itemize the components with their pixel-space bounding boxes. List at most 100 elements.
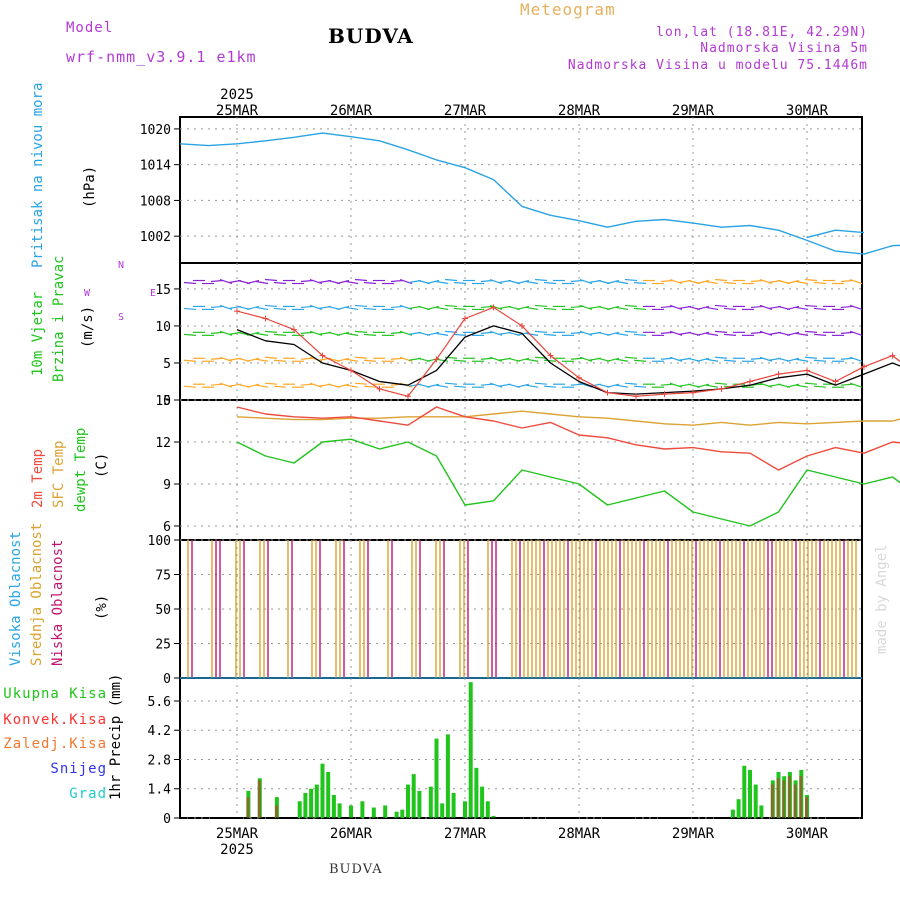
wind-barb bbox=[255, 332, 269, 336]
precip-total-bar bbox=[485, 801, 490, 818]
wind-barb bbox=[633, 281, 647, 285]
precip-total-bar bbox=[411, 774, 416, 818]
precip-total-bar bbox=[326, 772, 331, 818]
date-label-top: 25MAR bbox=[216, 103, 259, 119]
wind-barb bbox=[255, 384, 269, 388]
precip-convective-bar bbox=[793, 784, 797, 818]
precip-total-bar bbox=[309, 788, 314, 818]
wind-barb bbox=[300, 331, 314, 334]
y-tick-label: 2.8 bbox=[148, 753, 171, 768]
wind-barb bbox=[246, 279, 260, 285]
wind-barb bbox=[210, 331, 224, 334]
wind-barb bbox=[525, 280, 539, 285]
wind-barb bbox=[525, 384, 539, 388]
wind-barb bbox=[273, 307, 287, 311]
wind-barb bbox=[264, 304, 278, 308]
wind-barb bbox=[633, 385, 647, 388]
wind-barb bbox=[633, 359, 647, 362]
precip-total-bar bbox=[400, 809, 405, 818]
wind-barb bbox=[480, 331, 494, 334]
wind-barb bbox=[426, 383, 440, 388]
wind-barb bbox=[570, 357, 584, 360]
wind-barb bbox=[840, 357, 854, 360]
wind-barb bbox=[786, 305, 800, 311]
precip-total-bar bbox=[742, 765, 747, 818]
y-tick-label: 25 bbox=[155, 638, 171, 653]
wind-barb bbox=[183, 307, 197, 311]
y-tick-label: 5.6 bbox=[148, 695, 171, 710]
wind-barb bbox=[255, 306, 269, 311]
wind-barb bbox=[849, 382, 863, 388]
precip-total-bar bbox=[417, 790, 422, 818]
wind-barb bbox=[354, 278, 368, 282]
wind-barb bbox=[849, 278, 863, 285]
footer-station: BUDVA bbox=[329, 862, 383, 877]
wind-barb bbox=[246, 305, 260, 311]
y-tick-label: 4.2 bbox=[148, 724, 171, 739]
wind-barb bbox=[336, 383, 350, 388]
precip-total-bar bbox=[303, 792, 308, 818]
wind-barb bbox=[480, 279, 494, 283]
wind-gust-series bbox=[236, 306, 900, 397]
precip-total-bar bbox=[406, 784, 410, 818]
y-tick-label: 0 bbox=[163, 812, 171, 827]
precip-total-bar bbox=[468, 682, 473, 818]
wind-barb bbox=[714, 304, 728, 308]
temp2m-series bbox=[236, 406, 900, 471]
date-label-bottom: 27MAR bbox=[444, 826, 487, 842]
wind-barb bbox=[336, 357, 350, 362]
precip-total-bar bbox=[730, 809, 735, 818]
wind-barb bbox=[264, 382, 278, 385]
wind-barb bbox=[345, 358, 359, 362]
wind-barb bbox=[354, 356, 368, 359]
y-tick-label: 75 bbox=[155, 569, 171, 584]
precip-convective-bar bbox=[799, 776, 803, 818]
wind-barb bbox=[750, 331, 764, 334]
wind-barb bbox=[849, 304, 863, 311]
precip-total-bar bbox=[360, 801, 365, 818]
wind-barb bbox=[750, 357, 764, 360]
wind-barb bbox=[624, 382, 638, 385]
precip-total-bar bbox=[349, 805, 353, 818]
date-label-top: 26MAR bbox=[330, 103, 373, 119]
wind-barb bbox=[606, 357, 620, 362]
precip-convective-bar bbox=[776, 778, 780, 818]
wind-barb bbox=[534, 382, 548, 385]
year-label-bottom: 2025 bbox=[220, 842, 254, 858]
y-tick-label: 0 bbox=[163, 394, 171, 409]
precip-convective-bar bbox=[805, 797, 808, 818]
wind-barb bbox=[480, 305, 494, 309]
wind-barb bbox=[705, 332, 719, 336]
year-label-top: 2025 bbox=[220, 87, 254, 103]
wind-barb bbox=[615, 358, 629, 362]
wind-barb bbox=[516, 279, 530, 285]
dewpt-series bbox=[236, 438, 900, 527]
compass-north: N bbox=[118, 260, 126, 271]
wind-barb bbox=[183, 359, 197, 362]
wind-barb bbox=[543, 281, 557, 285]
wind-barb bbox=[525, 332, 539, 336]
model-label: Model bbox=[66, 20, 114, 36]
compass-east: E bbox=[150, 288, 158, 299]
wind-barb bbox=[804, 356, 818, 359]
precip-total-bar bbox=[314, 784, 319, 818]
wind-barb bbox=[525, 306, 539, 311]
wind-barb bbox=[210, 279, 224, 283]
wind-barb bbox=[705, 280, 719, 285]
wind-barb bbox=[606, 305, 620, 311]
precip-total-bar bbox=[753, 784, 758, 818]
wind-barb bbox=[255, 358, 269, 362]
precip-total-bar bbox=[480, 786, 485, 818]
wind-barb bbox=[273, 385, 287, 388]
date-label-bottom: 26MAR bbox=[330, 826, 373, 842]
wind-barb bbox=[804, 330, 818, 333]
product-title: Meteogram bbox=[520, 0, 616, 19]
elevation-label: Nadmorska Visina 5m bbox=[700, 41, 868, 56]
wind-barb bbox=[183, 333, 197, 336]
wind-barb bbox=[534, 304, 548, 308]
y-tick-label: 12 bbox=[155, 436, 171, 451]
wind-barb bbox=[435, 280, 449, 285]
wind-barb bbox=[705, 358, 719, 362]
precip-convective-bar bbox=[782, 780, 786, 818]
precip-total-bar bbox=[445, 734, 450, 818]
